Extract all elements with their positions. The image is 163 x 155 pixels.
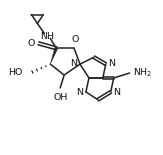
Text: N: N	[70, 59, 77, 68]
Text: OH: OH	[54, 93, 68, 102]
Text: O: O	[27, 39, 34, 48]
Text: NH: NH	[40, 32, 54, 41]
Text: N: N	[108, 59, 115, 68]
Text: N: N	[113, 88, 120, 97]
Polygon shape	[50, 48, 58, 64]
Text: NH$_2$: NH$_2$	[133, 67, 152, 79]
Text: HO: HO	[8, 68, 22, 77]
Text: O: O	[71, 35, 79, 44]
Text: N: N	[76, 88, 83, 97]
